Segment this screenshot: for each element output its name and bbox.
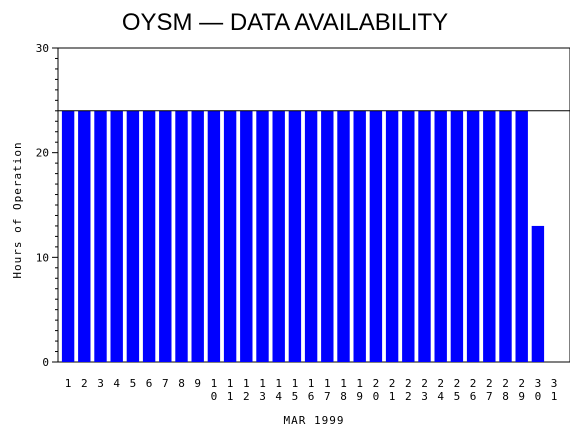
x-tick-label: 2 <box>405 377 412 390</box>
x-tick-label: 3 <box>259 390 266 403</box>
bar-20 <box>369 110 383 362</box>
x-tick-label: 8 <box>502 390 509 403</box>
x-tick-label: 1 <box>65 377 72 390</box>
bar-9 <box>191 110 204 362</box>
x-tick-label: 9 <box>194 377 201 390</box>
x-tick-label: 1 <box>324 377 331 390</box>
x-tick-label: 2 <box>518 377 525 390</box>
x-tick-label: 7 <box>486 390 493 403</box>
bar-17 <box>321 110 334 362</box>
bar-2 <box>78 110 91 362</box>
bar-21 <box>385 110 399 362</box>
x-tick-label: 4 <box>113 377 120 390</box>
bar-14 <box>272 110 285 362</box>
x-tick-label: 1 <box>389 390 396 403</box>
x-tick-label: 2 <box>454 377 461 390</box>
bar-8 <box>175 110 188 362</box>
bar-26 <box>466 110 480 362</box>
bar-1 <box>61 110 75 362</box>
x-tick-label: 7 <box>162 377 169 390</box>
bar-5 <box>126 110 140 362</box>
x-axis-label: MAR 1999 <box>284 414 345 427</box>
x-tick-label: 6 <box>146 377 153 390</box>
x-tick-label: 2 <box>243 390 250 403</box>
x-tick-label: 1 <box>211 377 218 390</box>
x-tick-label: 1 <box>243 377 250 390</box>
x-tick-label: 1 <box>551 390 558 403</box>
x-tick-label: 2 <box>502 377 509 390</box>
x-tick-label: 3 <box>535 377 542 390</box>
chart-title: OYSM — DATA AVAILABILITY <box>122 9 448 36</box>
x-tick-label: 3 <box>97 377 104 390</box>
bar-12 <box>240 110 253 362</box>
x-tick-label: 5 <box>454 390 461 403</box>
bar-23 <box>418 110 431 362</box>
bar-27 <box>483 110 496 362</box>
x-tick-label: 2 <box>373 377 380 390</box>
x-tick-label: 8 <box>340 390 347 403</box>
bar-10 <box>207 110 221 362</box>
y-tick-label: 0 <box>42 356 49 369</box>
x-tick-label: 0 <box>373 390 380 403</box>
x-tick-label: 8 <box>178 377 185 390</box>
x-tick-label: 2 <box>470 377 477 390</box>
x-tick-label: 1 <box>227 390 234 403</box>
x-tick-label: 9 <box>518 390 525 403</box>
x-tick-label: 2 <box>81 377 88 390</box>
x-tick-label: 2 <box>389 377 396 390</box>
x-tick-label: 2 <box>421 377 428 390</box>
x-tick-label: 1 <box>275 377 282 390</box>
bar-6 <box>142 110 156 362</box>
bar-11 <box>223 110 237 362</box>
bar-24 <box>434 110 447 362</box>
x-tick-label: 2 <box>405 390 412 403</box>
bar-25 <box>450 110 464 362</box>
x-tick-label: 5 <box>292 390 299 403</box>
x-tick-label: 1 <box>356 377 363 390</box>
bar-29 <box>515 110 528 362</box>
bar-13 <box>256 110 269 362</box>
x-tick-label: 1 <box>308 377 315 390</box>
x-tick-label: 7 <box>324 390 331 403</box>
bar-3 <box>94 110 107 362</box>
bar-22 <box>402 110 415 362</box>
x-tick-label: 0 <box>535 390 542 403</box>
x-tick-label: 4 <box>437 390 444 403</box>
bar-15 <box>288 110 302 362</box>
bar-30 <box>531 225 545 362</box>
x-tick-label: 3 <box>551 377 558 390</box>
bar-19 <box>353 110 366 362</box>
y-tick-label: 10 <box>36 251 49 264</box>
bar-16 <box>304 110 318 362</box>
x-tick-label: 1 <box>259 377 266 390</box>
x-tick-label: 0 <box>211 390 218 403</box>
x-tick-label: 6 <box>308 390 315 403</box>
y-axis-label: Hours of Operation <box>11 141 24 278</box>
x-tick-label: 6 <box>470 390 477 403</box>
x-tick-label: 5 <box>130 377 137 390</box>
bar-18 <box>337 110 350 362</box>
x-tick-label: 1 <box>292 377 299 390</box>
x-tick-label: 1 <box>340 377 347 390</box>
y-tick-label: 30 <box>36 42 49 55</box>
x-tick-label: 4 <box>275 390 282 403</box>
x-tick-label: 1 <box>227 377 234 390</box>
x-tick-label: 9 <box>356 390 363 403</box>
bar-28 <box>499 110 512 362</box>
bar-4 <box>110 110 123 362</box>
x-tick-label: 2 <box>486 377 493 390</box>
y-tick-label: 20 <box>36 147 49 160</box>
x-tick-label: 3 <box>421 390 428 403</box>
bar-7 <box>159 110 172 362</box>
x-tick-label: 2 <box>437 377 444 390</box>
